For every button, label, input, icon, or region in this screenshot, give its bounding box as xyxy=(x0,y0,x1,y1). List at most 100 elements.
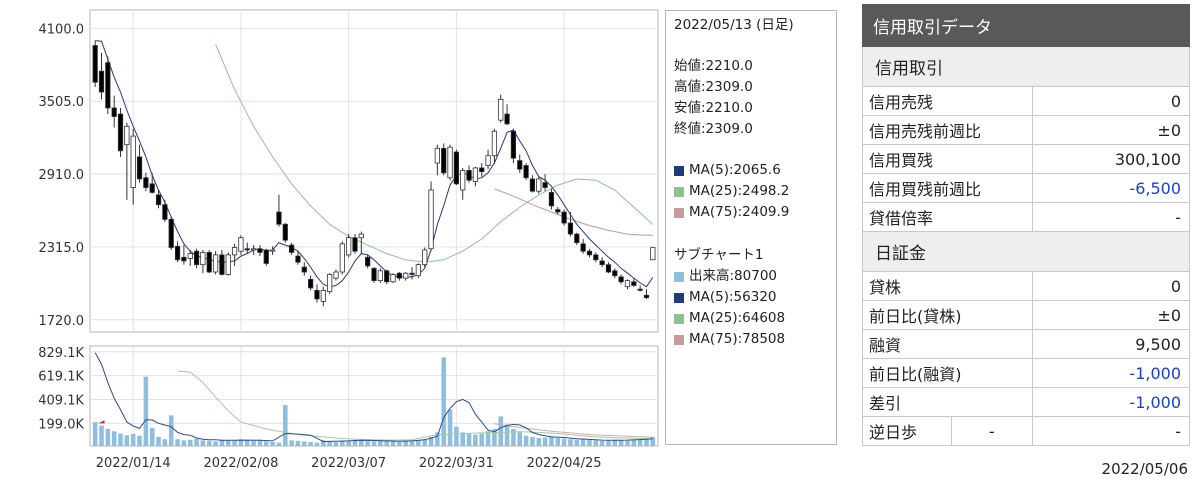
x-tick-label: 2022/03/07 xyxy=(311,456,386,471)
volume-bar xyxy=(517,432,523,446)
candle-body xyxy=(491,130,498,157)
volume-bar xyxy=(618,440,624,446)
legend-swatch xyxy=(674,313,684,324)
volume-bar xyxy=(403,441,408,446)
volume-bar xyxy=(251,440,256,446)
table-row: 信用売残前週比 ±0 xyxy=(862,115,1190,145)
volume-bar xyxy=(422,439,427,446)
price-ma-lines xyxy=(95,40,654,288)
sub-legend: 出来高:80700 MA(5):56320 MA(25):64608 MA(75… xyxy=(674,266,828,350)
candle-body xyxy=(650,247,656,261)
volume-bar xyxy=(257,439,263,446)
chart-info-panel: 2022/05/13 (日足) 始値:2210.0 高値:2309.0 安値:2… xyxy=(665,10,837,445)
candle-body xyxy=(269,249,276,252)
row-label: 信用売残前週比 xyxy=(862,115,1033,145)
section-title-credit: 信用取引 xyxy=(862,46,1190,87)
volume-bar xyxy=(549,436,554,446)
candle-body xyxy=(529,178,536,192)
section-row: 日証金 xyxy=(862,231,1190,272)
price-chart: 4100.0 3505.0 2910.0 2315.0 1720.0 829.1K 619… xyxy=(38,9,659,471)
row-label: 信用売残 xyxy=(862,86,1033,116)
volume-bar xyxy=(232,440,237,446)
legend-item: MA(75):2409.9 xyxy=(674,202,828,223)
row-value: -1,000 xyxy=(1032,387,1190,417)
volume-bar xyxy=(124,435,130,446)
volume-bar xyxy=(340,440,345,446)
candle-body xyxy=(193,250,200,266)
volume-bar xyxy=(314,442,320,446)
volume-bar xyxy=(118,433,123,446)
volume-bar xyxy=(631,439,637,446)
row-value: - xyxy=(1032,202,1190,232)
candle-body xyxy=(415,264,421,277)
candle-body xyxy=(288,244,295,253)
volume-bar xyxy=(530,436,535,446)
volume-bar xyxy=(213,441,218,446)
volume-bar xyxy=(194,438,199,446)
volume-bar xyxy=(555,438,561,446)
candle-body xyxy=(181,256,187,262)
row-value: -1,000 xyxy=(1032,358,1190,388)
row-value: 0 xyxy=(1032,271,1190,301)
candle-body xyxy=(466,169,472,181)
volume-bar xyxy=(270,442,275,446)
candle-body xyxy=(510,130,517,159)
volume-bar xyxy=(492,428,497,446)
volume-bar xyxy=(175,439,180,446)
chart-date: 2022/05/13 (日足) xyxy=(674,17,794,33)
row-label: 信用買残前週比 xyxy=(862,173,1033,203)
candle-body xyxy=(346,237,352,256)
y-tick-label: 4100.0 xyxy=(39,22,85,37)
x-tick-label: 2022/04/25 xyxy=(527,456,602,471)
candle-body xyxy=(124,125,130,146)
x-tick-label: 2022/03/31 xyxy=(419,456,494,471)
y-tick-label: 619.1K xyxy=(38,370,84,385)
y-tick-label: 3505.0 xyxy=(39,95,85,110)
volume-bar xyxy=(327,441,332,446)
volume-bar xyxy=(149,427,155,446)
table-row: 信用売残 0 xyxy=(862,86,1190,116)
volume-bar xyxy=(390,441,396,446)
candle-body xyxy=(536,178,542,192)
candle-body xyxy=(295,255,301,263)
volume-bar xyxy=(162,439,168,446)
volume-bar xyxy=(454,426,459,446)
candle-body xyxy=(358,233,364,239)
row-mid-value: - xyxy=(950,416,1034,446)
candle-body xyxy=(155,194,162,206)
table-row: 逆日歩 - - xyxy=(862,416,1190,446)
volume-bar xyxy=(466,433,472,446)
candle-body xyxy=(479,167,485,173)
row-label: 差引 xyxy=(862,387,1033,417)
candle-body xyxy=(200,252,206,266)
volume-bar xyxy=(99,425,104,446)
volume-bar xyxy=(352,439,358,446)
volume-bar xyxy=(263,441,269,446)
candle-body xyxy=(580,243,586,252)
main-plot-area xyxy=(89,9,659,333)
candle-body xyxy=(339,243,345,273)
candle-body xyxy=(301,266,307,273)
legend-swatch xyxy=(674,207,684,218)
candle-body xyxy=(377,270,383,281)
volume-bar xyxy=(485,431,491,446)
volume-bar xyxy=(612,439,618,446)
section-title-jsf: 日証金 xyxy=(862,231,1190,272)
table-row: 貸株 0 xyxy=(862,271,1190,301)
volume-bar xyxy=(206,440,212,446)
candle-body xyxy=(206,252,212,273)
volume-bar xyxy=(447,409,453,446)
volume-ma5-line xyxy=(94,352,653,443)
candle-body xyxy=(219,254,225,275)
volume-bar xyxy=(536,438,542,446)
legend-swatch xyxy=(674,165,684,176)
y-tick-label: 1720.0 xyxy=(39,314,85,329)
candle-body xyxy=(631,281,637,286)
table-row: 前日比(貸株) ±0 xyxy=(862,300,1190,330)
volume-ma25-line xyxy=(177,370,653,441)
volume-bar xyxy=(238,439,244,446)
volume-bar xyxy=(574,439,580,446)
volume-bar xyxy=(244,440,250,446)
row-value: ±0 xyxy=(1032,300,1190,330)
candle-body xyxy=(98,70,105,93)
